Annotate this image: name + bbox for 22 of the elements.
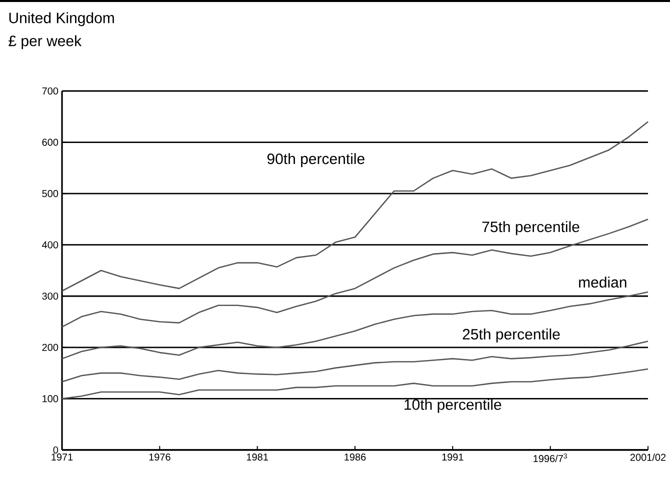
chart-title: United Kingdom bbox=[9, 12, 114, 26]
x-tick-label: 1971 bbox=[52, 454, 73, 461]
y-tick-label: 700 bbox=[42, 87, 58, 95]
x-tick-label: 2001/02 bbox=[630, 454, 666, 461]
x-tick-label: 1991 bbox=[442, 454, 464, 461]
x-tick-label: 1976 bbox=[149, 454, 170, 461]
y-tick-label: 400 bbox=[42, 241, 58, 248]
y-tick-label: 200 bbox=[42, 344, 58, 351]
chart-subtitle: £ per week bbox=[8, 35, 82, 50]
y-tick-label: 0 bbox=[53, 446, 58, 454]
y-tick-label: 500 bbox=[42, 190, 58, 198]
y-tick-label: 300 bbox=[42, 292, 58, 300]
series-label: 10th percentile bbox=[404, 398, 502, 413]
text: 90th percentile bbox=[267, 153, 364, 168]
x-tick-label: 1996/7$^{3}$ bbox=[534, 454, 567, 462]
x-tick-label: 1981 bbox=[246, 454, 268, 461]
x-tick-label: 1986 bbox=[344, 454, 366, 461]
y-tick-label: 100 bbox=[42, 395, 58, 402]
y-tick-label: 600 bbox=[42, 138, 58, 146]
series-label: 75th percentile bbox=[482, 221, 580, 236]
series-label: 25th percentile bbox=[462, 328, 560, 342]
series-label: median bbox=[579, 276, 626, 288]
